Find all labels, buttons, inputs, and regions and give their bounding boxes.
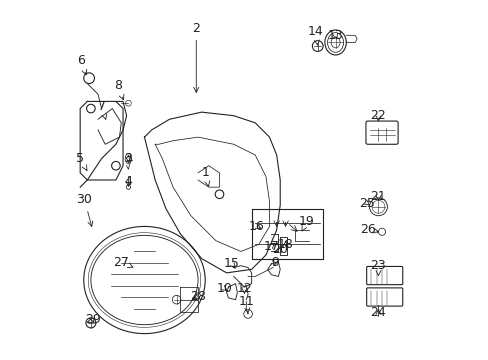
Text: 16: 16 (248, 220, 264, 233)
Text: 10: 10 (217, 283, 232, 296)
Text: 2: 2 (192, 22, 200, 93)
Text: 6: 6 (77, 54, 86, 75)
Text: 4: 4 (124, 175, 132, 188)
Text: 9: 9 (270, 256, 278, 269)
Text: 21: 21 (370, 190, 386, 203)
Text: 30: 30 (76, 193, 93, 226)
Text: 28: 28 (190, 289, 205, 303)
Text: 27: 27 (113, 256, 133, 269)
Text: 12: 12 (236, 283, 252, 296)
Text: 26: 26 (359, 223, 378, 236)
Text: 25: 25 (358, 197, 374, 210)
Text: 23: 23 (370, 259, 386, 275)
Text: 14: 14 (307, 25, 323, 45)
Text: 22: 22 (370, 109, 386, 122)
Text: 20: 20 (272, 243, 287, 256)
Text: 24: 24 (370, 306, 386, 319)
Text: 13: 13 (327, 29, 343, 42)
Text: 8: 8 (113, 79, 123, 100)
Text: 1: 1 (201, 166, 209, 186)
Text: 7: 7 (98, 100, 106, 120)
Text: 15: 15 (224, 257, 240, 270)
Text: 29: 29 (84, 313, 101, 326)
Text: 19: 19 (299, 215, 314, 231)
Text: 11: 11 (238, 295, 254, 314)
Text: 17: 17 (263, 240, 279, 253)
Text: 18: 18 (277, 238, 293, 251)
Text: 3: 3 (124, 152, 132, 165)
Text: 5: 5 (76, 152, 87, 170)
